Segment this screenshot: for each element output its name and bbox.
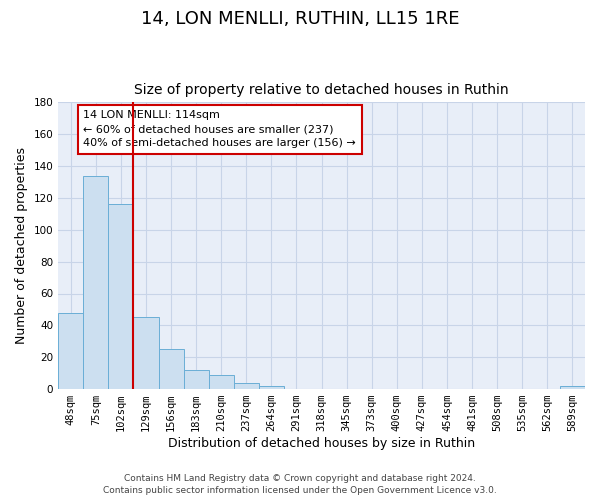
Text: 14, LON MENLLI, RUTHIN, LL15 1RE: 14, LON MENLLI, RUTHIN, LL15 1RE — [141, 10, 459, 28]
Bar — [109, 204, 133, 389]
X-axis label: Distribution of detached houses by size in Ruthin: Distribution of detached houses by size … — [168, 437, 475, 450]
Bar — [58, 312, 83, 389]
Text: Contains HM Land Registry data © Crown copyright and database right 2024.
Contai: Contains HM Land Registry data © Crown c… — [103, 474, 497, 495]
Bar — [133, 318, 158, 389]
Y-axis label: Number of detached properties: Number of detached properties — [15, 147, 28, 344]
Title: Size of property relative to detached houses in Ruthin: Size of property relative to detached ho… — [134, 83, 509, 97]
Bar — [234, 382, 259, 389]
Bar — [184, 370, 209, 389]
Bar — [83, 176, 109, 389]
Bar — [560, 386, 585, 389]
Bar — [259, 386, 284, 389]
Bar — [209, 374, 234, 389]
Text: 14 LON MENLLI: 114sqm
← 60% of detached houses are smaller (237)
40% of semi-det: 14 LON MENLLI: 114sqm ← 60% of detached … — [83, 110, 356, 148]
Bar — [158, 350, 184, 389]
